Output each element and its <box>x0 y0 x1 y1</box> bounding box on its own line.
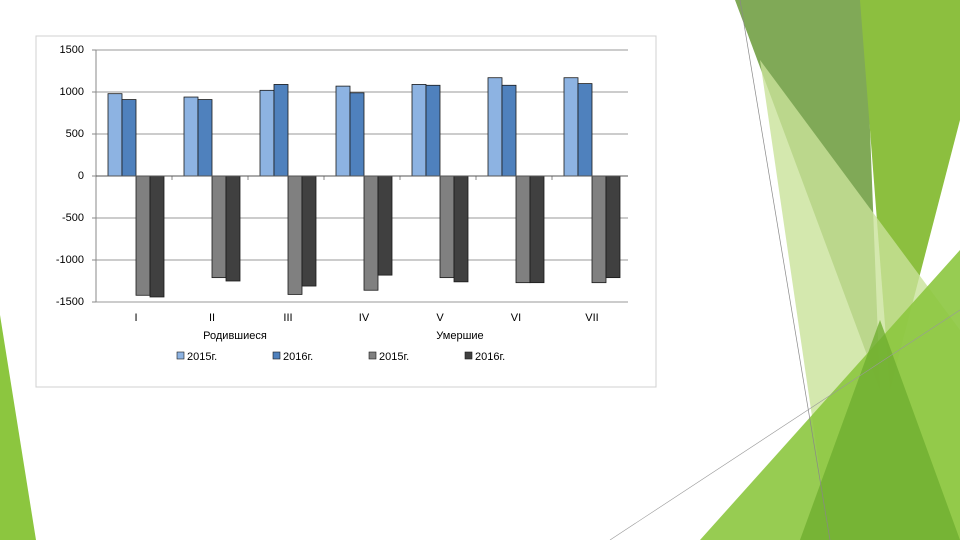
bar <box>301 175 317 287</box>
decor-line <box>739 0 831 540</box>
bar <box>439 175 455 279</box>
x-tick-label: III <box>283 312 292 324</box>
y-tick-label: -1500 <box>56 296 84 308</box>
bar <box>425 84 441 177</box>
bar <box>225 175 241 282</box>
annotation: Родившиеся <box>203 330 267 342</box>
x-tick-label: IV <box>359 312 370 324</box>
bar <box>335 85 351 177</box>
bar <box>135 175 151 296</box>
bar <box>273 84 289 177</box>
bar <box>149 175 165 298</box>
legend-swatch <box>272 351 281 360</box>
bar <box>411 84 427 177</box>
bar <box>529 175 545 284</box>
bar <box>605 175 621 279</box>
bar <box>515 175 531 284</box>
bar <box>287 175 303 295</box>
decor <box>0 315 36 540</box>
bar <box>107 93 123 177</box>
legend-swatch <box>176 351 185 360</box>
x-tick-label: VI <box>511 312 521 324</box>
decor <box>800 320 960 540</box>
legend-label: 2016г. <box>475 351 505 363</box>
x-tick-label: V <box>436 312 444 324</box>
bar <box>453 175 469 283</box>
x-tick-label: I <box>134 312 137 324</box>
legend-label: 2015г. <box>187 351 217 363</box>
annotation: Умершие <box>436 330 483 342</box>
bar <box>197 99 213 177</box>
bar <box>259 89 275 177</box>
decor-line <box>609 309 960 540</box>
x-tick-label: II <box>209 312 215 324</box>
legend-label: 2016г. <box>283 351 313 363</box>
y-tick-label: -1000 <box>56 254 84 266</box>
bar <box>501 84 517 177</box>
legend-swatch <box>368 351 377 360</box>
y-tick-label: 500 <box>66 128 84 140</box>
x-tick-label: VII <box>585 312 598 324</box>
bar <box>211 175 227 279</box>
y-tick-label: 0 <box>78 170 84 182</box>
bar <box>183 96 199 177</box>
bar <box>591 175 607 284</box>
bar <box>121 99 137 177</box>
bar <box>349 92 365 177</box>
bar <box>377 175 393 276</box>
bar <box>563 77 579 177</box>
y-tick-label: 1000 <box>60 86 84 98</box>
bar <box>487 77 503 177</box>
bar <box>363 175 379 291</box>
y-tick-label: -500 <box>62 212 84 224</box>
bar <box>577 83 593 177</box>
legend-swatch <box>464 351 473 360</box>
legend-label: 2015г. <box>379 351 409 363</box>
y-tick-label: 1500 <box>60 44 84 56</box>
